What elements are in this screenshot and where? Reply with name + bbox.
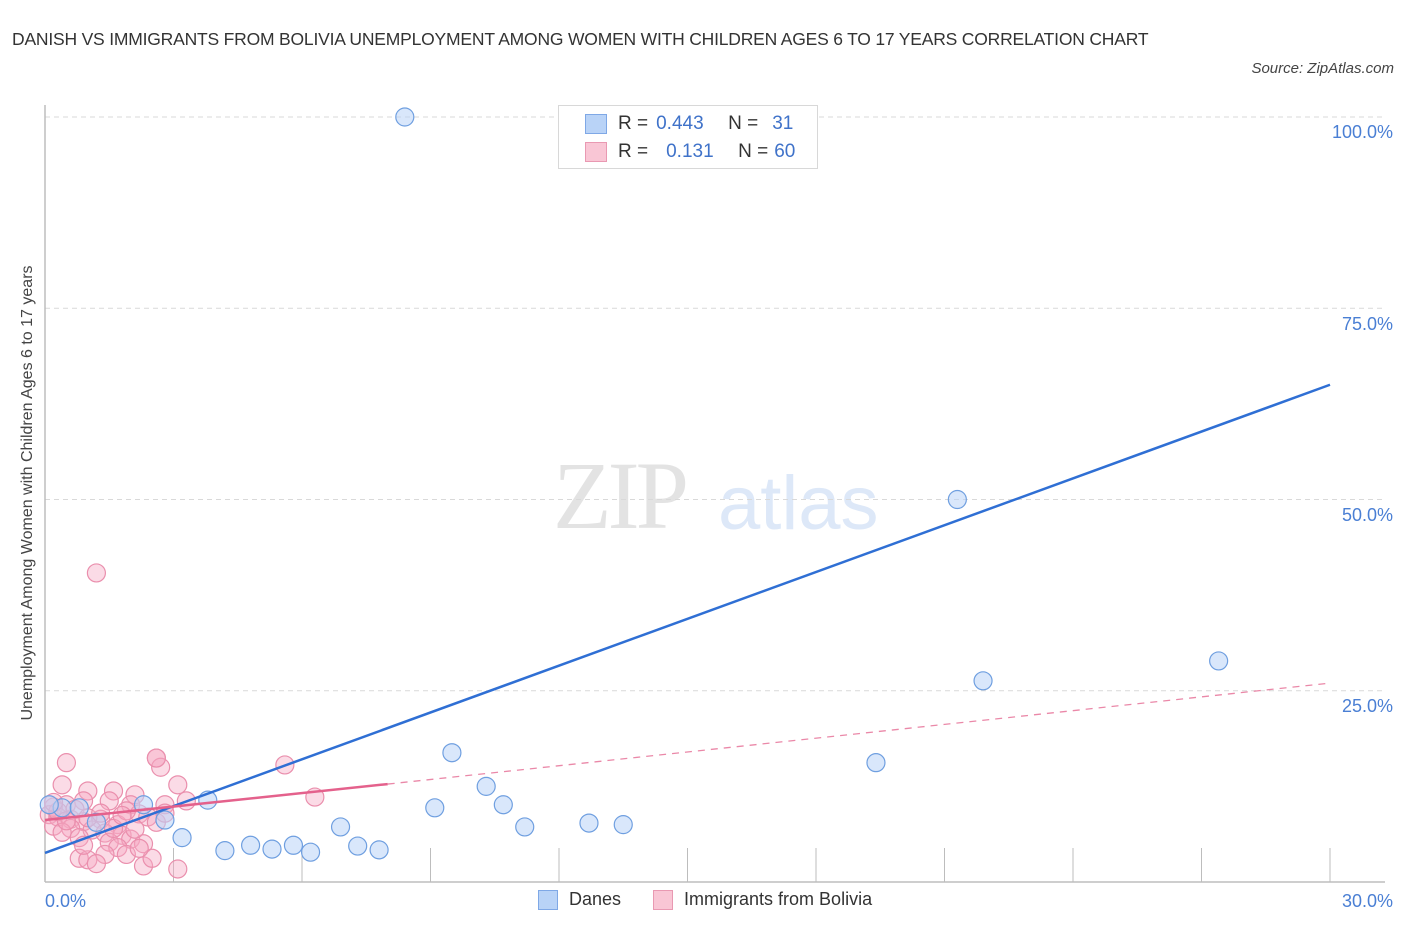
danes-data-point[interactable] xyxy=(155,810,175,830)
danes-data-point[interactable] xyxy=(330,817,351,837)
danes-trendline xyxy=(44,383,1331,855)
bolivia-data-point[interactable] xyxy=(52,822,72,842)
danes-swatch-icon xyxy=(538,889,558,910)
x-tick-0: 0.0% xyxy=(45,891,87,911)
n-value: 31 xyxy=(772,113,794,134)
legend-row-bolivia: R = 0.131 N = 60 xyxy=(585,140,795,164)
danes-swatch-icon xyxy=(585,114,607,134)
danes-data-point[interactable] xyxy=(262,839,282,859)
r-value: 0.443 xyxy=(656,113,704,134)
r-label: R = xyxy=(618,113,649,134)
source-label: Source: ZipAtlas.com xyxy=(1251,60,1394,77)
danes-data-point[interactable] xyxy=(579,813,599,833)
danes-data-point[interactable] xyxy=(369,840,389,860)
bolivia-data-point[interactable] xyxy=(52,775,72,795)
danes-data-point[interactable] xyxy=(1209,651,1229,671)
legend-row-danes: R = 0.443 N = 31 xyxy=(585,112,793,136)
bolivia-data-point[interactable] xyxy=(129,838,149,858)
danes-data-point[interactable] xyxy=(973,671,993,691)
n-label: N = xyxy=(738,141,769,162)
watermark-zip: ZIP xyxy=(553,442,689,549)
danes-data-point[interactable] xyxy=(395,107,415,127)
n-label: N = xyxy=(728,113,759,134)
y-tick-100: 100.0% xyxy=(1331,122,1393,142)
bolivia-data-point[interactable] xyxy=(146,748,166,768)
chart-title: DANISH VS IMMIGRANTS FROM BOLIVIA UNEMPL… xyxy=(12,29,1149,49)
n-value: 60 xyxy=(774,141,796,162)
danes-data-point[interactable] xyxy=(493,795,513,815)
r-value: 0.131 xyxy=(666,141,714,162)
y-tick-50: 50.0% xyxy=(1341,505,1393,525)
danes-data-point[interactable] xyxy=(515,817,535,837)
bolivia-data-point[interactable] xyxy=(86,854,107,874)
series-legend: Danes Immigrants from Bolivia xyxy=(538,889,904,910)
danes-data-point[interactable] xyxy=(215,841,235,861)
bolivia-data-point[interactable] xyxy=(168,775,188,795)
danes-data-point[interactable] xyxy=(86,812,107,832)
legend-label-bolivia: Immigrants from Bolivia xyxy=(684,889,873,909)
danes-data-point[interactable] xyxy=(442,743,462,763)
bolivia-swatch-icon xyxy=(585,142,607,162)
danes-data-point[interactable] xyxy=(613,815,633,835)
bolivia-data-point[interactable] xyxy=(103,781,124,801)
bolivia-trendline-solid xyxy=(44,782,388,822)
correlation-legend: R = 0.443 N = 31 R = 0.131 N = 60 xyxy=(558,105,818,169)
bolivia-data-point[interactable] xyxy=(168,859,188,879)
danes-data-point[interactable] xyxy=(425,798,445,818)
legend-item-bolivia[interactable]: Immigrants from Bolivia xyxy=(653,889,872,910)
danes-data-point[interactable] xyxy=(348,836,368,856)
danes-data-point[interactable] xyxy=(300,842,321,862)
danes-data-point[interactable] xyxy=(283,835,304,855)
bolivia-data-point[interactable] xyxy=(56,753,77,773)
danes-data-point[interactable] xyxy=(947,489,967,510)
bolivia-swatch-icon xyxy=(653,889,674,910)
x-tick-30: 30.0% xyxy=(1341,891,1393,911)
bolivia-trendline-dashed xyxy=(387,682,1331,785)
bolivia-data-point[interactable] xyxy=(86,563,107,583)
danes-data-point[interactable] xyxy=(69,798,89,818)
legend-label-danes: Danes xyxy=(569,889,622,909)
danes-data-point[interactable] xyxy=(476,776,496,796)
watermark-atlas: atlas xyxy=(718,461,879,546)
bolivia-data-point[interactable] xyxy=(78,781,98,801)
legend-item-danes[interactable]: Danes xyxy=(538,889,621,910)
bolivia-data-point[interactable] xyxy=(151,757,171,777)
y-tick-25: 25.0% xyxy=(1341,696,1393,716)
danes-data-point[interactable] xyxy=(39,795,59,815)
danes-data-point[interactable] xyxy=(172,828,192,848)
danes-data-point[interactable] xyxy=(866,753,886,773)
danes-data-point[interactable] xyxy=(241,835,261,855)
r-label: R = xyxy=(618,141,649,162)
y-axis-label: Unemployment Among Women with Children A… xyxy=(19,265,36,721)
bolivia-data-point[interactable] xyxy=(142,848,162,868)
y-tick-75: 75.0% xyxy=(1341,314,1393,334)
